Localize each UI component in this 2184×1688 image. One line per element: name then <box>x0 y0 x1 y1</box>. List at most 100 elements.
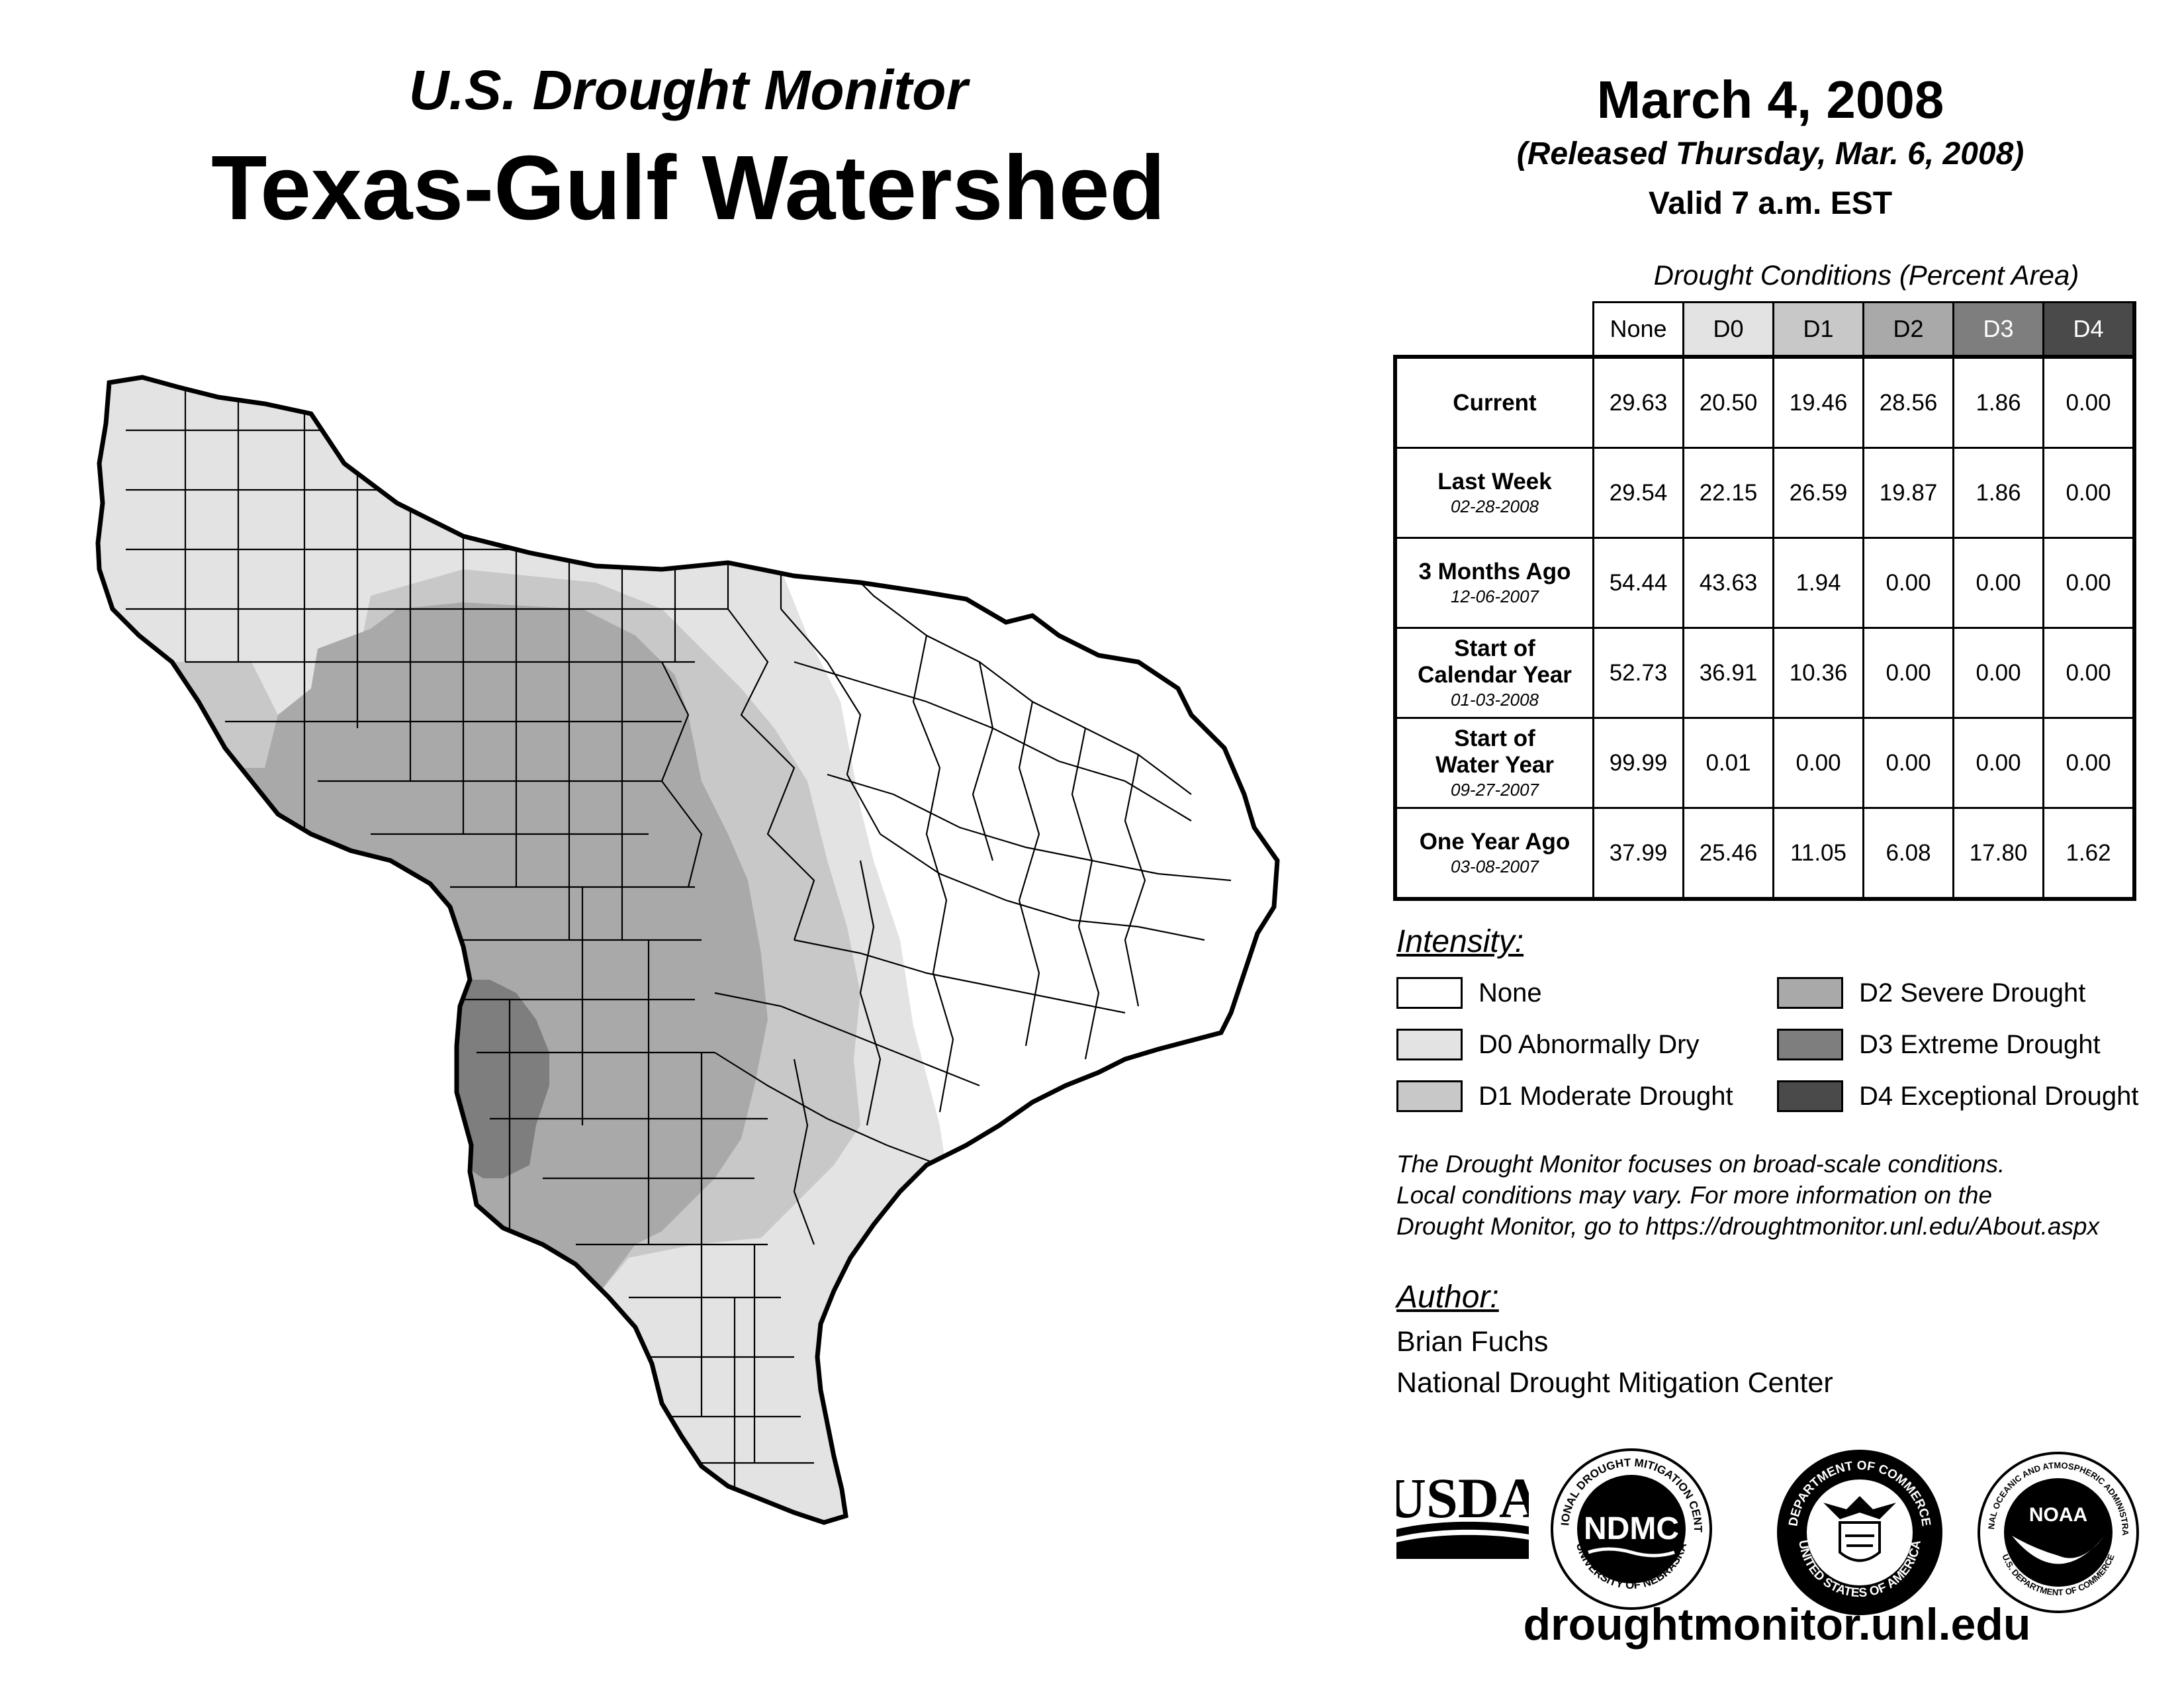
d2-area <box>98 602 768 1523</box>
legend-label: D1 Moderate Drought <box>1479 1081 1733 1111</box>
legend-d1: D1 Moderate Drought <box>1396 1080 1733 1112</box>
legend-label: D2 Severe Drought <box>1859 978 2086 1008</box>
author-name: Brian Fuchs <box>1396 1326 1549 1358</box>
legend-none: None <box>1396 977 1542 1009</box>
disclaimer: The Drought Monitor focuses on broad-sca… <box>1396 1149 2177 1242</box>
table-cell: 36.91 <box>1682 627 1774 719</box>
author-heading: Author: <box>1396 1280 1499 1315</box>
table-row: Last Week 02-28-2008 29.54 22.15 26.59 19… <box>1393 447 2136 539</box>
table-cell: 1.86 <box>1952 447 2044 539</box>
col-none: None <box>1592 301 1684 358</box>
row-date: 01-03-2008 <box>1451 689 1539 710</box>
table-cell: 0.00 <box>2042 717 2136 809</box>
table-cell: 10.36 <box>1772 627 1864 719</box>
table-cell: 19.46 <box>1772 355 1864 449</box>
legend-swatch-d0 <box>1396 1029 1463 1060</box>
table-cell: 0.00 <box>1952 717 2044 809</box>
usda-logo: USDA <box>1396 1466 1529 1559</box>
website-url[interactable]: droughtmonitor.unl.edu <box>1523 1599 2031 1650</box>
row-date: 03-08-2007 <box>1451 856 1539 876</box>
eagle-icon <box>1823 1496 1896 1519</box>
legend-label: D0 Abnormally Dry <box>1479 1029 1700 1059</box>
table-cell: 0.00 <box>2042 537 2136 629</box>
commerce-seal: DEPARTMENT OF COMMERCE UNITED STATES OF … <box>1777 1450 1942 1615</box>
intensity-heading: Intensity: <box>1396 924 1524 959</box>
table-cell: 43.63 <box>1682 537 1774 629</box>
shield-icon <box>1839 1521 1881 1562</box>
row-label-text: One Year Ago <box>1419 828 1570 855</box>
table-cell: 0.00 <box>2042 355 2136 449</box>
table-cell: 28.56 <box>1862 355 1954 449</box>
release-date: (Released Thursday, Mar. 6, 2008) <box>1516 136 2025 171</box>
noaa-logo: NATIONAL OCEANIC AND ATMOSPHERIC ADMINIS… <box>1976 1450 2139 1613</box>
table-corner <box>1395 303 1594 357</box>
table-cell: 11.05 <box>1772 807 1864 901</box>
table-cell: 1.86 <box>1952 355 2044 449</box>
table-cell: 0.00 <box>1772 717 1864 809</box>
ndmc-logo-text: NDMC <box>1584 1511 1679 1546</box>
usda-logo-text: USDA <box>1396 1466 1529 1530</box>
legend-label: D4 Exceptional Drought <box>1859 1081 2139 1111</box>
table-cell: 17.80 <box>1952 807 2044 901</box>
legend-swatch-d3 <box>1777 1029 1843 1060</box>
valid-time: Valid 7 a.m. EST <box>1648 186 1893 221</box>
table-caption: Drought Conditions (Percent Area) <box>1653 259 2079 291</box>
row-label-text: Last Week <box>1437 468 1552 494</box>
table-cell: 25.46 <box>1682 807 1774 901</box>
col-d1: D1 <box>1772 301 1864 358</box>
legend-swatch-none <box>1396 977 1463 1009</box>
row-label-text-2: Calendar Year <box>1418 661 1572 688</box>
table-header-row: None D0 D1 D2 D3 D4 <box>1395 301 2136 358</box>
row-label: Last Week 02-28-2008 <box>1393 447 1594 539</box>
row-label: 3 Months Ago 12-06-2007 <box>1393 537 1594 629</box>
table-cell: 0.01 <box>1682 717 1774 809</box>
table-cell: 29.54 <box>1592 447 1684 539</box>
table-cell: 0.00 <box>1952 537 2044 629</box>
drought-areas <box>98 377 960 1523</box>
col-d2: D2 <box>1862 301 1954 358</box>
row-label-text: Current <box>1453 389 1537 416</box>
table-row: One Year Ago 03-08-2007 37.99 25.46 11.05… <box>1393 807 2136 901</box>
table-cell: 1.94 <box>1772 537 1864 629</box>
col-d0: D0 <box>1682 301 1774 358</box>
legend-d0: D0 Abnormally Dry <box>1396 1029 1699 1060</box>
row-label-text: Start of <box>1454 635 1535 661</box>
legend-d4: D4 Exceptional Drought <box>1777 1080 2138 1112</box>
table-cell: 0.00 <box>2042 627 2136 719</box>
table-row: 3 Months Ago 12-06-2007 54.44 43.63 1.94 … <box>1393 537 2136 629</box>
legend-swatch-d2 <box>1777 977 1843 1009</box>
table-cell: 22.15 <box>1682 447 1774 539</box>
noaa-logo-text: NOAA <box>2029 1504 2087 1526</box>
row-label: One Year Ago 03-08-2007 <box>1393 807 1594 901</box>
table-cell: 0.00 <box>1862 537 1954 629</box>
table-cell: 0.00 <box>1862 627 1954 719</box>
row-label: Start of Calendar Year 01-03-2008 <box>1393 627 1594 719</box>
table-row: Current 29.63 20.50 19.46 28.56 1.86 0.0… <box>1393 355 2136 449</box>
table-cell: 20.50 <box>1682 355 1774 449</box>
disclaimer-line: The Drought Monitor focuses on broad-sca… <box>1396 1150 2005 1178</box>
table-cell: 26.59 <box>1772 447 1864 539</box>
legend-d2: D2 Severe Drought <box>1777 977 2085 1009</box>
legend-label: None <box>1479 978 1542 1008</box>
table-cell: 52.73 <box>1592 627 1684 719</box>
watershed-map <box>0 0 1324 1688</box>
author-org: National Drought Mitigation Center <box>1396 1367 1833 1399</box>
row-label-text: 3 Months Ago <box>1418 558 1571 585</box>
disclaimer-line: Drought Monitor, go to https://droughtmo… <box>1396 1213 2099 1240</box>
row-label: Current <box>1393 355 1594 449</box>
table-cell: 0.00 <box>1862 717 1954 809</box>
row-label-text: Start of <box>1454 725 1535 751</box>
table-cell: 1.62 <box>2042 807 2136 901</box>
legend-label: D3 Extreme Drought <box>1859 1029 2101 1059</box>
table-cell: 6.08 <box>1862 807 1954 901</box>
map-subtitle: U.S. Drought Monitor <box>408 59 968 121</box>
table-cell: 37.99 <box>1592 807 1684 901</box>
legend-swatch-d1 <box>1396 1080 1463 1112</box>
legend-swatch-d4 <box>1777 1080 1843 1112</box>
table-cell: 19.87 <box>1862 447 1954 539</box>
map-date: March 4, 2008 <box>1596 70 1944 129</box>
row-date: 12-06-2007 <box>1451 586 1539 606</box>
drought-conditions-table: None D0 D1 D2 D3 D4 Current 29.63 20.50 … <box>1393 301 2136 901</box>
table-row: Start of Water Year 09-27-2007 99.99 0.01 … <box>1393 717 2136 809</box>
row-label-text-2: Water Year <box>1435 751 1554 778</box>
